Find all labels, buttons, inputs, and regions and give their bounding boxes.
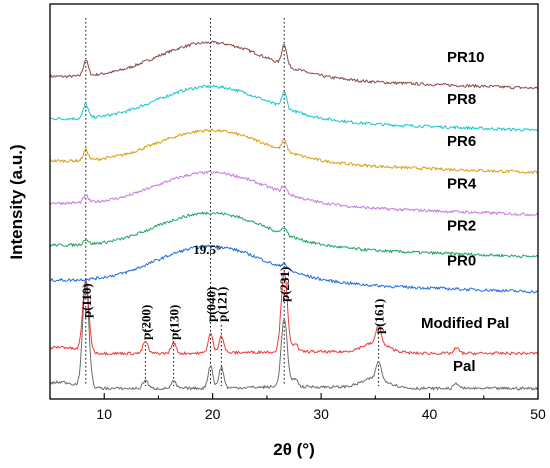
series-line-pr0 — [49, 244, 539, 294]
peak-label-p121: p(121) — [214, 287, 229, 322]
peak-label-p040: p(040) — [203, 287, 218, 322]
series-label-pr6: PR6 — [447, 133, 476, 150]
series-line-modified-pal — [49, 271, 539, 356]
series-line-pr8 — [49, 84, 539, 132]
x-tick-label: 30 — [313, 406, 329, 422]
peak-label-p200: p(200) — [138, 305, 153, 340]
series-labels: PR10 PR8 PR6 PR4 PR2 PR0 Modified Pal Pal — [421, 49, 509, 375]
plot-frame — [49, 3, 539, 400]
peak-label-195: 19.5° — [193, 242, 221, 257]
peak-label-p231: p(231) — [277, 267, 292, 302]
series-label-pr4: PR4 — [447, 175, 477, 192]
x-axis-ticks: 10 20 30 40 50 — [49, 393, 546, 422]
x-axis-label: 2θ (°) — [273, 440, 315, 459]
series-line-pr6 — [49, 128, 539, 174]
series-label-modified-pal: Modified Pal — [421, 315, 509, 332]
series-line-pr10 — [49, 40, 539, 90]
y-axis-label: Intensity (a.u.) — [7, 144, 26, 259]
x-tick-label: 10 — [96, 406, 112, 422]
x-tick-label: 20 — [205, 406, 221, 422]
series-label-pr0: PR0 — [447, 253, 476, 270]
series-line-pal — [49, 281, 539, 391]
peak-label-p130: p(130) — [167, 305, 182, 340]
series-label-pr8: PR8 — [447, 91, 476, 108]
x-tick-label: 40 — [422, 406, 438, 422]
series-line-pr2 — [49, 211, 539, 259]
peak-label-p110: p(110) — [79, 283, 94, 318]
series-line-pr4 — [49, 170, 539, 217]
pattern-curves — [49, 40, 539, 391]
x-tick-label: 50 — [530, 406, 546, 422]
peak-label-p161: p(161) — [372, 299, 387, 334]
series-label-pal: Pal — [453, 358, 476, 375]
peak-annotations: p(110) p(200) p(130) p(040)p(121) p(231) p(16… — [79, 242, 387, 340]
series-label-pr2: PR2 — [447, 217, 476, 234]
series-label-pr10: PR10 — [447, 49, 485, 66]
reference-lines — [85, 18, 380, 386]
